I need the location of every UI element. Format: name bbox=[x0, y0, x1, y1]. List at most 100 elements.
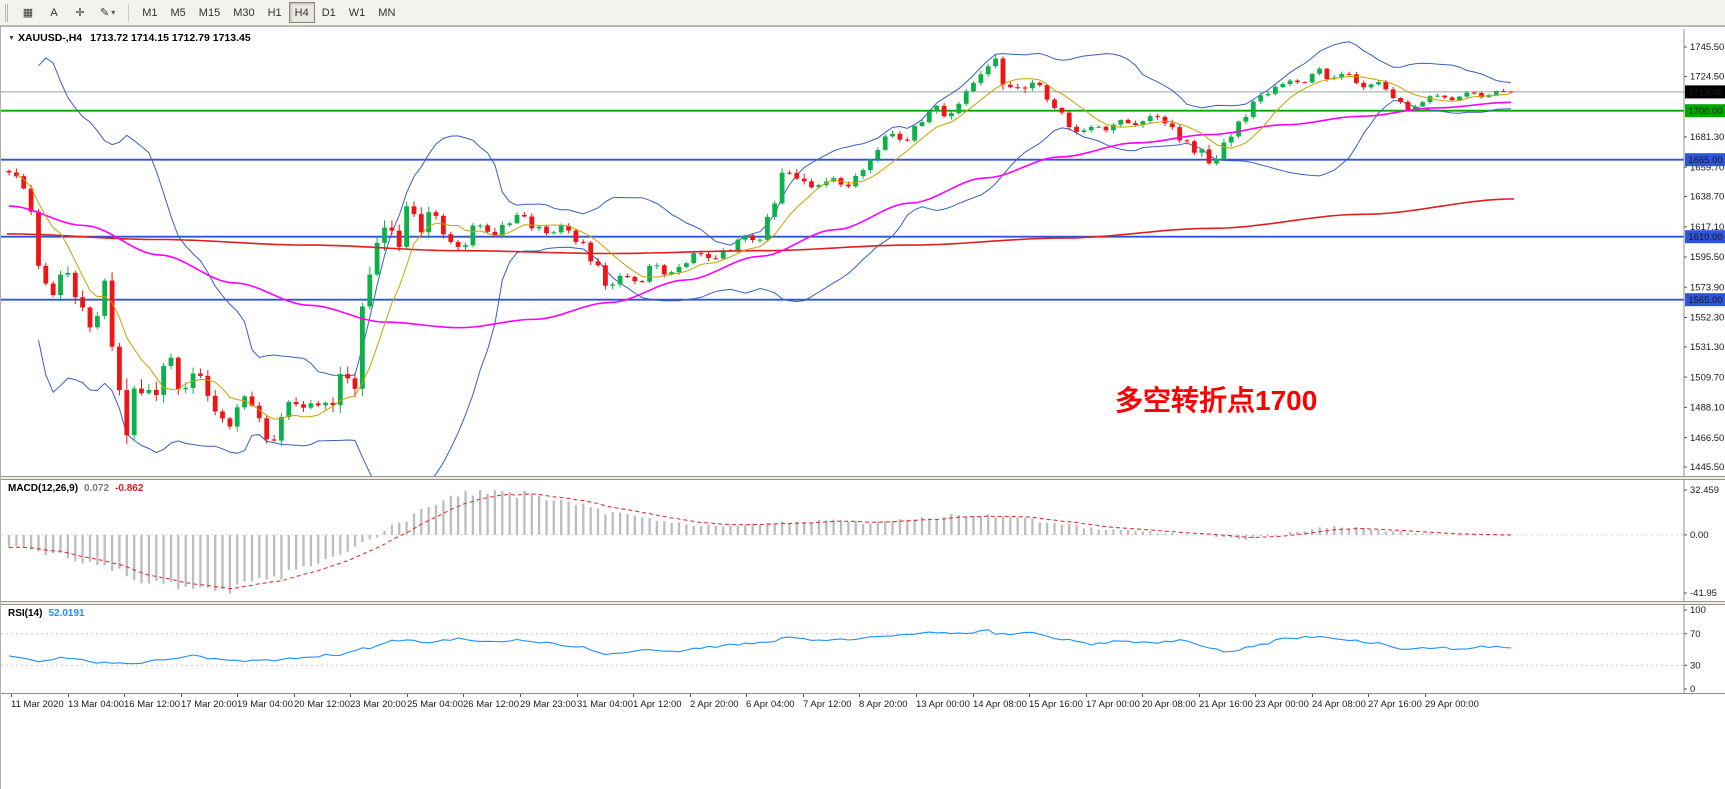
price-axis-label: 1659.70 bbox=[1690, 162, 1724, 173]
time-axis-label: 15 Apr 16:00 bbox=[1029, 699, 1083, 710]
time-axis-label: 31 Mar 04:00 bbox=[577, 699, 633, 710]
svg-text:1665.00: 1665.00 bbox=[1688, 155, 1722, 166]
rsi-panel[interactable]: 100 70 30 0 bbox=[1, 605, 1725, 693]
rsi-axis-label: 0 bbox=[1690, 684, 1695, 693]
candles-layer bbox=[6, 54, 1514, 446]
current-price-badge: 1713.45 bbox=[1685, 85, 1725, 99]
price-axis-label: 1681.30 bbox=[1690, 132, 1724, 143]
price-axis-label: 1509.70 bbox=[1690, 372, 1724, 383]
toolbar-separator bbox=[128, 3, 130, 22]
time-axis-label: 29 Mar 23:00 bbox=[520, 699, 576, 710]
level-price-badge: 1700.00 bbox=[1685, 104, 1725, 118]
ma-slow-red bbox=[7, 198, 1515, 255]
time-axis-label: 16 Mar 12:00 bbox=[124, 699, 180, 710]
timeframe-button-d1[interactable]: D1 bbox=[316, 2, 342, 23]
rsi-line bbox=[8, 629, 1512, 665]
text-tool-button[interactable]: A bbox=[42, 2, 66, 23]
ma-fast-yellow bbox=[16, 75, 1512, 420]
timeframe-button-m1[interactable]: M1 bbox=[136, 2, 163, 23]
time-axis-label: 8 Apr 20:00 bbox=[859, 699, 908, 710]
macd-label: MACD(12,26,9) 0.072 -0.862 bbox=[8, 483, 143, 494]
time-axis-label: 20 Apr 08:00 bbox=[1142, 699, 1196, 710]
price-axis-label: 1745.50 bbox=[1690, 42, 1724, 53]
macd-panel[interactable]: 32.459 0.00 -41.95 bbox=[1, 480, 1725, 601]
time-axis-label: 1 Apr 12:00 bbox=[633, 699, 682, 710]
level-price-badge: 1610.00 bbox=[1685, 230, 1725, 244]
chart-annotation: 多空转折点1700 bbox=[1115, 385, 1318, 416]
rsi-value: 52.0191 bbox=[48, 608, 85, 619]
timeframe-button-h1[interactable]: H1 bbox=[262, 2, 288, 23]
price-axis-label: 1724.50 bbox=[1690, 72, 1724, 83]
time-axis-label: 27 Apr 16:00 bbox=[1368, 699, 1422, 710]
timeframe-button-h4[interactable]: H4 bbox=[288, 2, 315, 23]
time-axis-label: 2 Apr 20:00 bbox=[690, 699, 739, 710]
crosshair-tool-button[interactable]: ✛ bbox=[68, 2, 92, 23]
rsi-axis-label: 30 bbox=[1690, 661, 1701, 672]
time-axis-label: 21 Apr 16:00 bbox=[1199, 699, 1253, 710]
price-axis-label: 1595.50 bbox=[1690, 252, 1724, 263]
timeframe-button-mn[interactable]: MN bbox=[372, 2, 401, 23]
svg-text:1713.45: 1713.45 bbox=[1688, 87, 1722, 98]
time-axis-label: 13 Apr 00:00 bbox=[916, 699, 970, 710]
time-axis[interactable]: 11 Mar 2020 13 Mar 04:00 16 Mar 12:00 17 Ma… bbox=[1, 693, 1725, 715]
time-axis-label: 26 Mar 12:00 bbox=[463, 699, 519, 710]
timeframe-button-m5[interactable]: M5 bbox=[165, 2, 192, 23]
price-axis-label: 1552.30 bbox=[1690, 313, 1724, 324]
charts-grid-button[interactable]: ▦ bbox=[16, 2, 40, 23]
timeframe-toolbar: M1 M5 M15 M30 H1 H4 D1 W1 MN bbox=[136, 2, 401, 23]
ohlc-values: 1713.72 1714.15 1712.79 1713.45 bbox=[90, 32, 251, 44]
chevron-down-icon: ▾ bbox=[111, 8, 116, 17]
time-axis-label: 17 Mar 20:00 bbox=[181, 699, 237, 710]
macd-histogram bbox=[7, 490, 1513, 594]
time-axis-label: 14 Apr 08:00 bbox=[973, 699, 1027, 710]
bollinger-lower-band bbox=[38, 100, 1512, 476]
chart-area[interactable]: 1745.50 1724.50 1681.30 1659.70 1638.70 1617.… bbox=[0, 26, 1725, 789]
time-axis-label: 23 Mar 20:00 bbox=[350, 699, 406, 710]
macd-axis-label: -41.95 bbox=[1690, 588, 1717, 599]
time-axis-label: 19 Mar 04:00 bbox=[237, 699, 293, 710]
time-axis-label: 24 Apr 08:00 bbox=[1312, 699, 1366, 710]
collapse-icon: ▼ bbox=[8, 35, 15, 42]
symbol-period-label: XAUUSD-,H4 bbox=[17, 32, 83, 44]
macd-axis-label: 0.00 bbox=[1690, 530, 1709, 541]
price-level-lines bbox=[1, 91, 1684, 301]
rsi-axis-label: 70 bbox=[1690, 629, 1701, 640]
price-chart-panel[interactable]: 1745.50 1724.50 1681.30 1659.70 1638.70 1617.… bbox=[1, 29, 1725, 476]
time-axis-label: 23 Apr 00:00 bbox=[1255, 699, 1309, 710]
macd-value: 0.072 bbox=[84, 483, 110, 494]
time-axis-label: 29 Apr 00:00 bbox=[1425, 699, 1479, 710]
level-price-badge: 1565.00 bbox=[1685, 293, 1725, 307]
time-axis-label: 17 Apr 00:00 bbox=[1086, 699, 1140, 710]
rsi-axis-label: 100 bbox=[1690, 605, 1706, 616]
timeframe-button-w1[interactable]: W1 bbox=[343, 2, 372, 23]
price-axis: 1745.50 1724.50 1681.30 1659.70 1638.70 1617.… bbox=[1684, 42, 1724, 473]
chart-title: ▼ XAUUSD-,H4 1713.72 1714.15 1712.79 1713.… bbox=[8, 32, 251, 44]
svg-text:1610.00: 1610.00 bbox=[1688, 232, 1722, 243]
price-axis-label: 1531.30 bbox=[1690, 342, 1724, 353]
ma-mid-magenta bbox=[8, 101, 1512, 329]
draw-tool-button[interactable]: ✎ ▾ bbox=[94, 2, 121, 23]
timeframe-button-m15[interactable]: M15 bbox=[193, 2, 226, 23]
timeframe-button-m30[interactable]: M30 bbox=[227, 2, 260, 23]
rsi-label: RSI(14) 52.0191 bbox=[8, 608, 85, 619]
charts-grid-icon: ▦ bbox=[22, 7, 34, 19]
level-price-badge: 1665.00 bbox=[1685, 153, 1725, 167]
svg-text:1565.00: 1565.00 bbox=[1688, 295, 1722, 306]
time-axis-label: 25 Mar 04:00 bbox=[407, 699, 463, 710]
time-axis-label: 6 Apr 04:00 bbox=[746, 699, 795, 710]
macd-signal-line bbox=[8, 493, 1511, 590]
price-axis-label: 1617.10 bbox=[1690, 222, 1724, 233]
svg-text:1700.00: 1700.00 bbox=[1688, 106, 1722, 117]
price-axis-label: 1573.90 bbox=[1690, 282, 1724, 293]
panel-separator[interactable] bbox=[1, 476, 1725, 480]
toolbar-drag-handle[interactable] bbox=[5, 3, 9, 22]
price-axis-label: 1488.10 bbox=[1690, 403, 1724, 414]
crosshair-icon: ✛ bbox=[75, 7, 85, 19]
price-axis-label: 1445.50 bbox=[1690, 462, 1724, 473]
text-tool-icon: A bbox=[50, 6, 58, 19]
macd-signal-value: -0.862 bbox=[115, 483, 144, 494]
panel-separator[interactable] bbox=[1, 601, 1725, 605]
macd-axis-label: 32.459 bbox=[1690, 485, 1719, 496]
rsi-name: RSI(14) bbox=[8, 608, 43, 619]
